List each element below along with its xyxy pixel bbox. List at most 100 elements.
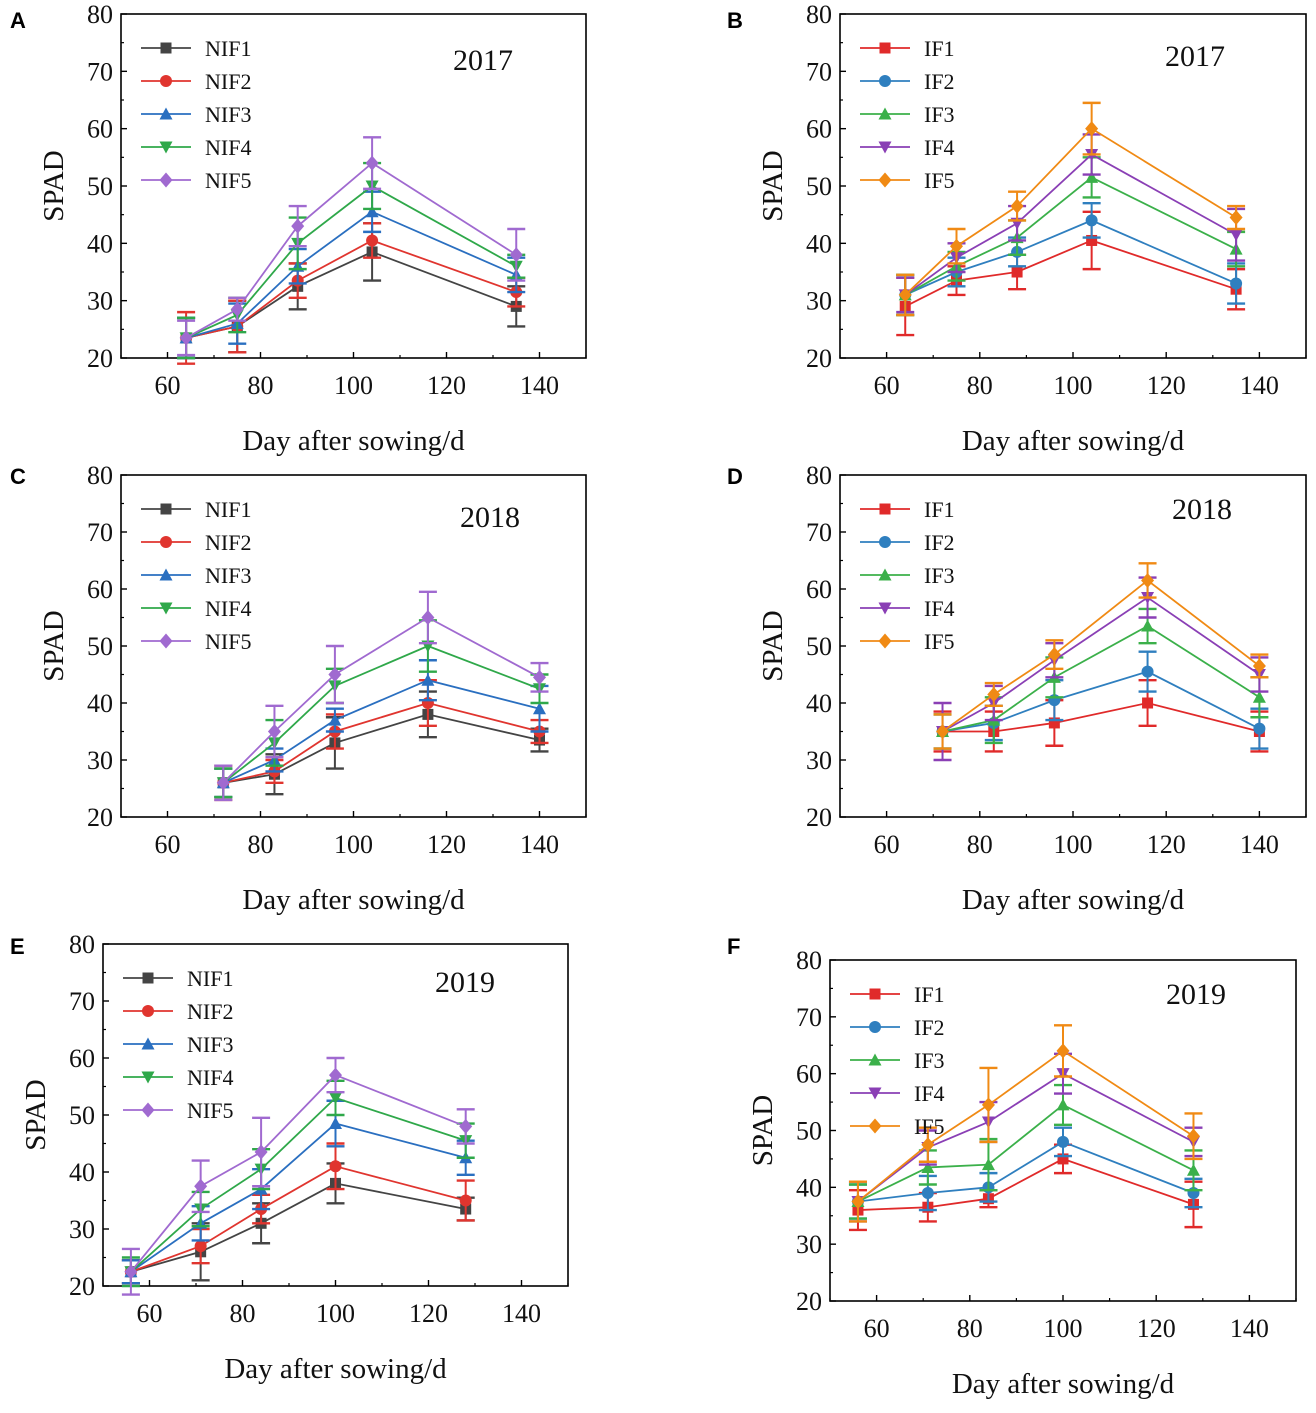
panel-b: B 20 30 40 50 60 70 80 60 80 100 120 140 Day after so…	[727, 0, 1307, 457]
legend-label: NIF3	[205, 102, 251, 127]
legend-label: NIF5	[187, 1098, 233, 1123]
data-point	[254, 1144, 268, 1160]
legend-marker	[869, 1021, 881, 1033]
series-line	[857, 1072, 1194, 1203]
legend-label: NIF3	[205, 563, 251, 588]
y-tick-label: 20	[69, 1272, 95, 1301]
data-point	[509, 247, 523, 263]
legend-marker	[160, 503, 172, 515]
y-tick-label: 60	[796, 1060, 822, 1089]
series-if5	[896, 101, 1246, 317]
legend-label: IF2	[924, 69, 955, 94]
year-label: 2019	[435, 966, 495, 999]
x-tick-label: 140	[1230, 1314, 1269, 1343]
data-point	[1229, 229, 1243, 242]
x-tick-label: 120	[427, 371, 466, 400]
y-tick-label: 40	[87, 689, 113, 718]
data-point	[328, 667, 342, 682]
series-line	[130, 1122, 466, 1273]
data-point	[366, 234, 379, 247]
series-nif5	[121, 1056, 475, 1296]
y-tick-label: 30	[87, 746, 113, 775]
legend-label: NIF1	[205, 36, 251, 61]
legend-label: IF3	[914, 1048, 945, 1073]
year-label: 2018	[460, 501, 520, 534]
data-point	[921, 1160, 935, 1173]
series-nif2	[121, 1142, 475, 1285]
data-point	[936, 724, 950, 739]
data-point	[1010, 198, 1024, 214]
legend-label: NIF4	[187, 1065, 233, 1090]
y-tick-label: 20	[806, 344, 832, 373]
year-label: 2017	[1165, 40, 1225, 73]
y-tick-label: 80	[69, 930, 95, 959]
legend-label: IF5	[914, 1114, 945, 1139]
data-point	[1141, 665, 1154, 678]
legend-label: IF1	[924, 36, 955, 61]
legend-marker	[141, 1071, 155, 1084]
legend-marker	[160, 536, 172, 548]
legend-marker	[879, 75, 891, 87]
data-point	[1141, 572, 1155, 588]
legend-marker	[879, 536, 891, 548]
legend-marker	[878, 602, 892, 615]
y-tick-label: 30	[796, 1230, 822, 1259]
data-point	[1048, 717, 1060, 729]
x-tick-label: 120	[1137, 1314, 1176, 1343]
y-tick-label: 50	[806, 172, 832, 201]
data-point	[365, 155, 379, 171]
y-tick-label: 80	[806, 0, 832, 29]
x-tick-label: 100	[316, 1299, 355, 1328]
data-point	[950, 238, 963, 254]
legend-label: NIF2	[187, 999, 233, 1024]
data-point	[421, 673, 435, 686]
data-point	[1085, 214, 1098, 227]
series-if2	[896, 201, 1246, 317]
x-axis-label: Day after sowing/d	[962, 425, 1185, 457]
legend-marker	[141, 1037, 155, 1050]
y-axis-label: SPAD	[757, 150, 789, 221]
series-nif5	[177, 136, 526, 357]
x-tick-label: 100	[334, 830, 373, 859]
data-point	[921, 1137, 935, 1153]
y-tick-label: 60	[87, 115, 113, 144]
legend: NIF1 NIF2 NIF3 NIF4 NIF5	[123, 966, 233, 1123]
y-tick-label: 30	[87, 287, 113, 316]
data-point	[459, 1118, 473, 1134]
legend-label: NIF5	[205, 629, 251, 654]
data-point	[898, 287, 912, 303]
data-point	[365, 205, 379, 218]
data-point	[329, 1067, 342, 1083]
data-point	[216, 775, 230, 791]
series-if2	[933, 650, 1269, 750]
data-point	[291, 218, 305, 234]
x-tick-label: 80	[230, 1299, 256, 1328]
x-axis-label: Day after sowing/d	[224, 1353, 447, 1385]
y-tick-label: 80	[87, 461, 113, 490]
panel-d: D 20 30 40 50 60 70 80 60 80 100 120 140 Day after so…	[727, 461, 1307, 916]
data-point	[194, 1178, 208, 1194]
x-axis-label: Day after sowing/d	[242, 425, 465, 457]
legend: IF1 IF2 IF3 IF4 IF5	[860, 497, 955, 654]
x-axis-label: Day after sowing/d	[952, 1368, 1175, 1400]
legend-label: IF5	[924, 168, 955, 193]
legend-marker	[142, 1005, 154, 1017]
y-tick-label: 40	[69, 1158, 95, 1187]
x-tick-label: 140	[520, 830, 559, 859]
data-point	[921, 1187, 934, 1200]
y-tick-label: 50	[806, 632, 832, 661]
y-tick-label: 50	[87, 172, 113, 201]
data-point	[981, 1097, 995, 1113]
legend-marker	[868, 1087, 882, 1100]
legend-marker	[159, 568, 173, 581]
x-tick-label: 80	[248, 371, 274, 400]
x-tick-label: 60	[137, 1299, 163, 1328]
y-tick-label: 20	[796, 1287, 822, 1316]
panel-letter: F	[727, 934, 740, 959]
series-line	[130, 1096, 466, 1273]
y-axis-label: SPAD	[757, 610, 789, 681]
legend-marker	[159, 141, 173, 154]
legend-marker	[869, 988, 881, 1000]
x-tick-label: 100	[334, 371, 373, 400]
series-if2	[848, 1126, 1203, 1220]
